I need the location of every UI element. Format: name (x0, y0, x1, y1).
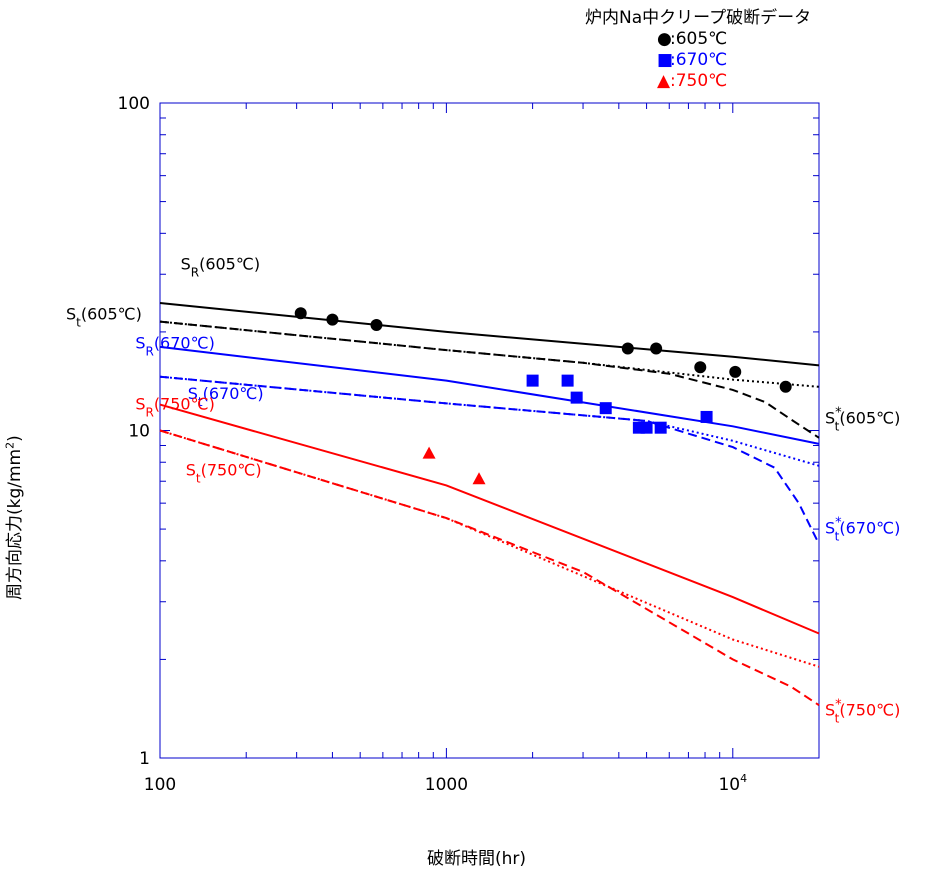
curve-label-temp: (605℃) (81, 305, 142, 324)
curve-label: St(605℃) (66, 305, 142, 330)
curve-label-symbol: S (135, 394, 145, 413)
data-point-triangle (472, 472, 486, 485)
curve-label-temp: (670℃) (203, 384, 264, 403)
data-point-layer (294, 307, 792, 485)
series-line-solid (159, 345, 820, 445)
curve-label-temp: (750℃) (839, 700, 900, 719)
curve-label-symbol: S (188, 384, 198, 403)
series-line-solid (159, 403, 820, 635)
curve-label-temp: (605℃) (199, 255, 260, 274)
data-point-circle (694, 361, 707, 374)
data-point-circle (294, 307, 307, 320)
curve-label: St(750℃) (186, 460, 262, 485)
series-line-dashed (159, 320, 820, 439)
curve-label-symbol: S (66, 305, 76, 324)
curve-label-symbol: S (186, 460, 196, 479)
curve-label-star: * (835, 406, 842, 421)
y-axis-label-text: 周方向応力(kg/mm (5, 448, 25, 600)
curve-label-temp: (750℃) (154, 394, 215, 413)
data-point-circle (621, 342, 634, 355)
data-point-circle (650, 342, 663, 355)
series-line-solid (159, 302, 820, 367)
curve-label-temp: (670℃) (839, 518, 900, 537)
data-point-square (654, 421, 667, 434)
legend-entry-750: ▲:750℃ (585, 71, 811, 92)
legend-entry-605: ●:605℃ (585, 29, 811, 50)
legend: 炉内Na中クリープ破断データ ●:605℃ ■:670℃ ▲:750℃ (585, 8, 811, 92)
data-point-square (599, 402, 612, 415)
data-point-triangle (422, 446, 436, 459)
x-tick-label: 104 (718, 772, 747, 795)
curve-label-subscript: t (198, 395, 203, 409)
square-marker-icon: ■ (657, 50, 674, 70)
curve-label: S* t(605℃) (825, 406, 900, 434)
circle-marker-icon: ● (657, 29, 672, 49)
curve-label-temp: (750℃) (201, 460, 262, 479)
y-tick-label: 10 (128, 422, 150, 442)
data-point-square (640, 421, 653, 434)
curve-label: S* t(750℃) (825, 697, 900, 725)
plot-frame (159, 102, 820, 759)
series-line-dotted (159, 429, 820, 668)
data-point-square (570, 391, 583, 404)
curve-label-symbol: S (825, 700, 835, 719)
curve-label: SR(750℃) (135, 394, 215, 419)
curve-label-subscript: t (76, 316, 81, 330)
y-axis-label: 周方向応力(kg/mm2) (0, 435, 25, 600)
curve-label-temp: (670℃) (154, 333, 215, 352)
data-point-square (700, 410, 713, 423)
curve-label-symbol: S (825, 518, 835, 537)
data-point-circle (370, 318, 383, 331)
data-point-circle (729, 365, 742, 378)
legend-title: 炉内Na中クリープ破断データ (585, 8, 812, 28)
curve-label-subscript: t (835, 711, 840, 725)
y-axis-label-close: ) (5, 435, 25, 442)
curve-label-symbol: S (825, 409, 835, 428)
x-tick-label-exponent: 4 (740, 772, 747, 785)
triangle-marker-icon: ▲ (657, 71, 671, 91)
legend-label-670: :670℃ (670, 50, 728, 70)
curve-label-subscript: t (835, 529, 840, 543)
curve-label-symbol: S (181, 255, 191, 274)
curve-label: SR(670℃) (135, 333, 215, 358)
y-tick-label: 100 (118, 94, 150, 114)
y-axis-label-sup: 2 (3, 441, 17, 449)
curve-label: S* t(670℃) (825, 515, 900, 543)
curve-layer (159, 302, 820, 707)
curve-label-subscript: R (191, 266, 199, 280)
curve-label-subscript: R (145, 344, 153, 358)
data-point-circle (326, 313, 339, 326)
legend-entry-670: ■:670℃ (585, 50, 811, 71)
series-line-dotted (159, 375, 820, 467)
curve-label-temp: (605℃) (839, 409, 900, 428)
series-line-dashed (159, 375, 820, 545)
series-line-dashed (159, 429, 820, 707)
plot-frame-and-ticks (159, 102, 820, 759)
curve-label-symbol: S (135, 333, 145, 352)
curve-label-subscript: t (835, 420, 840, 434)
x-tick-label: 1000 (425, 775, 468, 795)
tick-label-layer: 100 1000 104 1 10 100 (118, 94, 748, 795)
legend-label-605: :605℃ (670, 29, 728, 49)
curve-label-layer: SR(605℃)St(605℃)SR(670℃)St(670℃)SR(750℃)… (66, 255, 900, 726)
curve-label-subscript: R (145, 405, 153, 419)
data-point-square (561, 374, 574, 387)
curve-label: SR(605℃) (181, 255, 261, 280)
x-tick-label: 100 (144, 775, 176, 795)
curve-label-star: * (835, 697, 842, 712)
curve-label-subscript: t (196, 471, 201, 485)
legend-label-750: :750℃ (670, 71, 728, 91)
curve-label: St(670℃) (188, 384, 264, 409)
data-point-circle (779, 380, 792, 393)
y-tick-label: 1 (139, 749, 150, 769)
curve-label-star: * (835, 515, 842, 530)
data-point-square (526, 374, 539, 387)
x-axis-label: 破断時間(hr) (427, 849, 527, 869)
